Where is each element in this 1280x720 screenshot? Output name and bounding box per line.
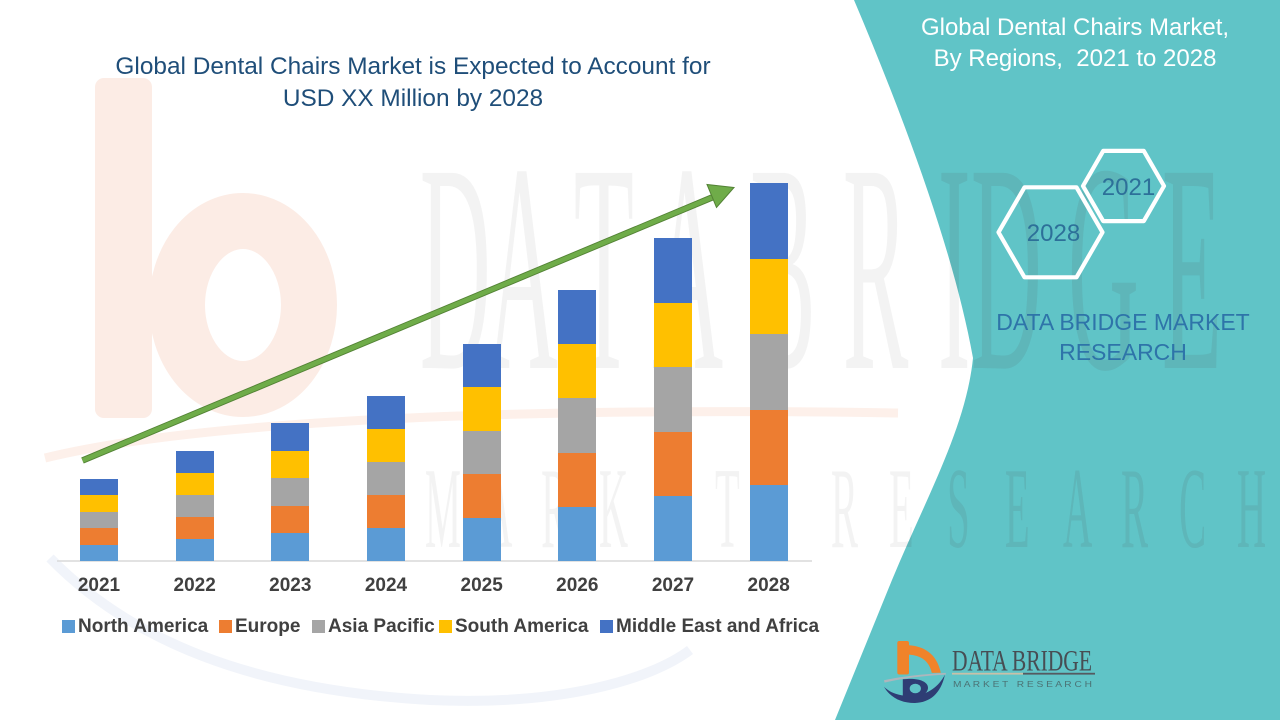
svg-text:DATA BRIDGE: DATA BRIDGE: [952, 645, 1092, 678]
svg-text:M A R K E T R E S E A R C H: M A R K E T R E S E A R C H: [953, 680, 1092, 689]
